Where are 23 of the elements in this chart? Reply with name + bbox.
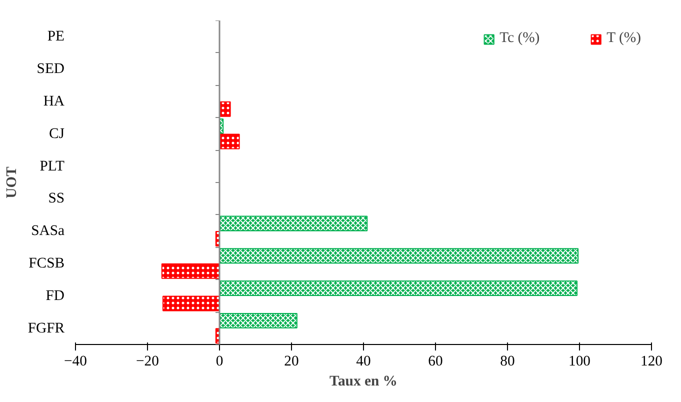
x-tick-label: 60 — [428, 354, 443, 370]
y-tick-label: SED — [36, 61, 65, 78]
x-tick-label: 120 — [640, 354, 662, 370]
y-tick-label: CJ — [49, 126, 65, 142]
y-tick-label: FGFR — [28, 320, 65, 336]
y-axis-title: UOT — [4, 166, 20, 198]
x-tick-label: −40 — [64, 354, 87, 370]
y-tick-label: FCSB — [28, 256, 65, 272]
x-tick-label: 100 — [568, 354, 590, 370]
x-tick-label: 80 — [500, 354, 515, 370]
y-tick-label: HA — [43, 94, 65, 110]
y-tick-label: SASa — [31, 223, 65, 240]
y-tick-label: SS — [48, 190, 65, 207]
x-tick-label: 40 — [356, 354, 371, 370]
x-tick-label: 20 — [284, 354, 299, 370]
legend-label: Tc (%) — [500, 30, 540, 47]
y-tick-label: PLT — [40, 158, 65, 174]
y-tick-label: PE — [47, 28, 65, 45]
legend-label: T (%) — [606, 30, 641, 47]
x-tick-label: 0 — [216, 354, 224, 370]
x-tick-label: −20 — [136, 354, 159, 370]
x-axis-title: Taux en % — [330, 374, 398, 390]
y-tick-label: FD — [46, 288, 65, 304]
